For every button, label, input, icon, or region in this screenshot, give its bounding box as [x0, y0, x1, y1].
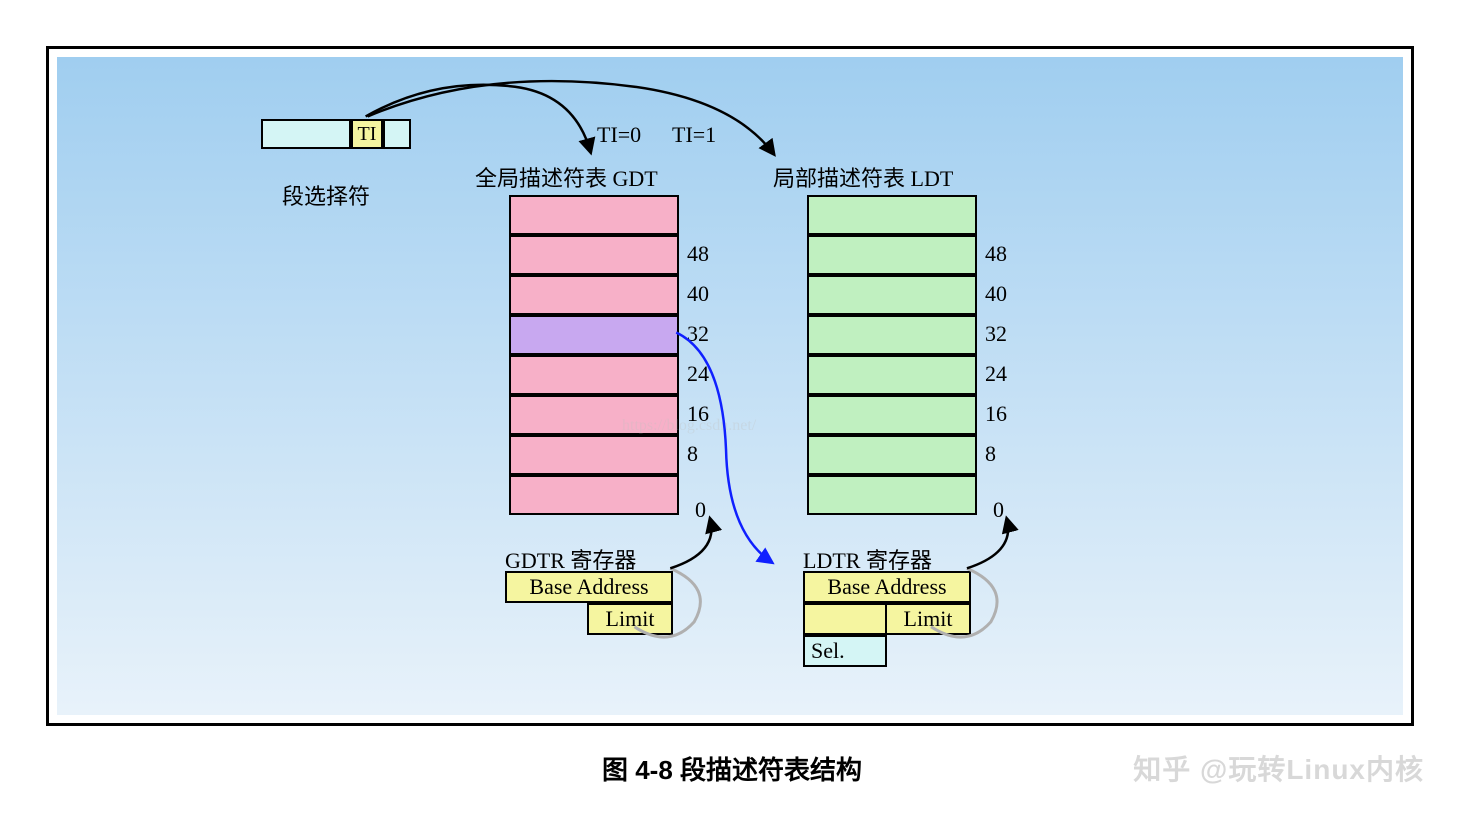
ldt-row [807, 475, 977, 515]
gdt-offset: 24 [687, 361, 709, 387]
ldt-offset: 16 [985, 401, 1007, 427]
ldtr-sel: Sel. [803, 635, 887, 667]
ldt-row [807, 235, 977, 275]
ldt-row [807, 355, 977, 395]
ldtr-limit-left [803, 603, 887, 635]
gdtr-base: Base Address [505, 571, 673, 603]
gdt-offset: 32 [687, 321, 709, 347]
selector-label: 段选择符 [282, 179, 370, 211]
gdt-row [509, 355, 679, 395]
gdt-title: 全局描述符表 GDT [475, 161, 658, 193]
selector-left [261, 119, 351, 149]
ldtr-limit: Limit [885, 603, 971, 635]
gdt-row [509, 275, 679, 315]
ldt-row [807, 435, 977, 475]
gdt-offset: 0 [695, 497, 706, 523]
selector-right [383, 119, 411, 149]
gdt-offset: 48 [687, 241, 709, 267]
watermark-csdn: https://blog.csdn.net/ [622, 417, 756, 435]
ldt-offset: 40 [985, 281, 1007, 307]
gdt-row [509, 235, 679, 275]
ldt-row [807, 395, 977, 435]
ldt-row [807, 195, 977, 235]
diagram-frame: TI 段选择符 TI=0 TI=1 全局描述符表 GDT 48 40 [0, 0, 1464, 820]
gdt-row-highlight [509, 315, 679, 355]
ldt-row [807, 315, 977, 355]
ldtr-sel-label: Sel. [811, 638, 845, 664]
gdtr-limit: Limit [587, 603, 673, 635]
gdtr-base-label: Base Address [529, 574, 648, 600]
arrows-layer [57, 57, 1403, 715]
ldt-offset: 0 [993, 497, 1004, 523]
ldt-offset: 32 [985, 321, 1007, 347]
gdt-offset: 40 [687, 281, 709, 307]
ldtr-base: Base Address [803, 571, 971, 603]
gdtr-limit-label: Limit [606, 606, 655, 632]
ldtr-limit-label: Limit [904, 606, 953, 632]
ldt-row [807, 275, 977, 315]
gdt-row [509, 435, 679, 475]
ldt-offset: 24 [985, 361, 1007, 387]
ti0-label: TI=0 [597, 122, 641, 148]
diagram-border: TI 段选择符 TI=0 TI=1 全局描述符表 GDT 48 40 [46, 46, 1414, 726]
ldt-offset: 48 [985, 241, 1007, 267]
ldt-offset: 8 [985, 441, 996, 467]
ti1-label: TI=1 [672, 122, 716, 148]
gdt-row [509, 475, 679, 515]
gdt-offset: 8 [687, 441, 698, 467]
diagram-background: TI 段选择符 TI=0 TI=1 全局描述符表 GDT 48 40 [57, 57, 1403, 715]
gdt-row [509, 195, 679, 235]
watermark: 知乎 @玩转Linux内核 [1133, 748, 1424, 788]
ldtr-base-label: Base Address [827, 574, 946, 600]
selector-ti: TI [351, 119, 383, 149]
ldt-title: 局部描述符表 LDT [773, 161, 953, 193]
ti-label: TI [358, 123, 377, 145]
